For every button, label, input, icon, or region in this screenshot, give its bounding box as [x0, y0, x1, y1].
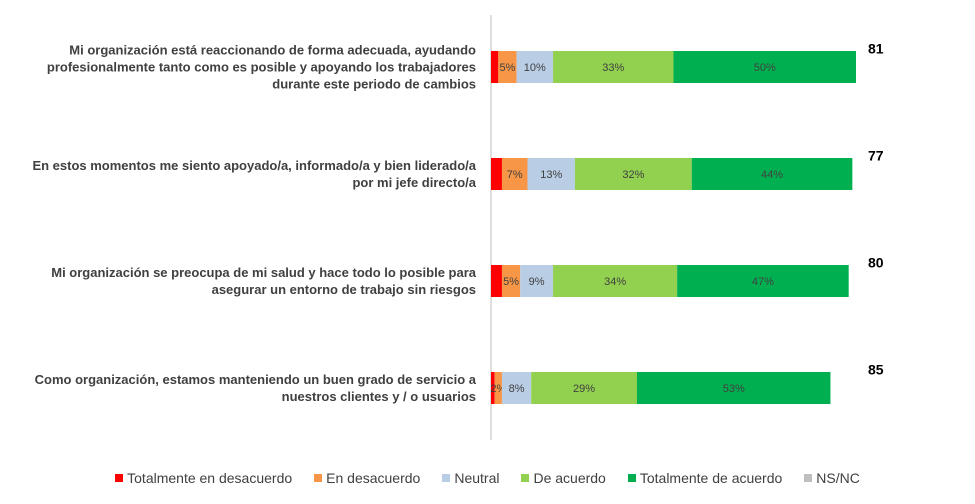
data-label: 50%: [754, 62, 776, 74]
data-label: 5%: [499, 62, 515, 74]
category-label: Como organización, estamos manteniendo u…: [34, 372, 476, 404]
data-label: 9%: [529, 276, 545, 288]
bar-segment: [491, 158, 502, 190]
bar-segment: [553, 265, 678, 297]
legend: Totalmente en desacuerdo En desacuerdo Neu…: [0, 470, 975, 486]
legend-label: Neutral: [454, 470, 500, 486]
data-label: 5%: [503, 276, 519, 288]
total-label: 77: [868, 148, 884, 164]
legend-swatch: [115, 474, 124, 482]
category-label: Mi organización se preocupa de mi salud …: [51, 265, 476, 297]
bar-segment: [491, 51, 499, 83]
legend-item: Neutral: [442, 470, 499, 486]
bar-segment: [673, 51, 856, 83]
bar-segment: [501, 265, 521, 297]
bar-segment: [516, 51, 554, 83]
legend-item: NS/NC: [804, 470, 860, 486]
bar-segment: [553, 51, 674, 83]
legend-swatch: [442, 474, 451, 482]
data-label: 8%: [509, 383, 525, 395]
data-label: 7%: [507, 169, 523, 181]
bar-segment: [501, 158, 528, 190]
bar-segment: [691, 158, 853, 190]
legend-item: En desacuerdo: [314, 470, 420, 486]
legend-label: NS/NC: [816, 470, 860, 486]
bar-segment: [491, 372, 495, 404]
data-label: 33%: [602, 62, 624, 74]
data-label: 53%: [723, 383, 745, 395]
total-label: 80: [868, 255, 884, 271]
legend-item: Totalmente de acuerdo: [627, 470, 783, 486]
bar-segment: [498, 51, 517, 83]
total-label: 81: [868, 41, 884, 57]
category-label: Mi organización está reaccionando de for…: [46, 42, 476, 92]
bar-segment: [574, 158, 692, 190]
data-label: 47%: [752, 276, 774, 288]
bar-segment: [520, 265, 554, 297]
data-label: 13%: [540, 169, 562, 181]
bar-segment: [531, 372, 637, 404]
legend-swatch: [627, 474, 636, 482]
bar-segment: [677, 265, 849, 297]
legend-item: Totalmente en desacuerdo: [115, 470, 292, 486]
bar-segment: [637, 372, 831, 404]
data-label: 44%: [761, 169, 783, 181]
data-label: 29%: [573, 383, 595, 395]
legend-item: De acuerdo: [521, 470, 606, 486]
bar-segment: [527, 158, 575, 190]
legend-label: En desacuerdo: [326, 470, 421, 486]
total-label: 85: [868, 362, 884, 378]
data-label: 10%: [524, 62, 546, 74]
bar-segment: [494, 372, 502, 404]
legend-swatch: [804, 474, 813, 482]
legend-label: Totalmente de acuerdo: [639, 470, 783, 486]
category-label: En estos momentos me siento apoyado/a, i…: [32, 158, 476, 190]
data-label: 32%: [622, 169, 644, 181]
data-label: 34%: [604, 276, 626, 288]
legend-label: Totalmente en desacuerdo: [127, 470, 293, 486]
bar-segment: [501, 372, 532, 404]
legend-swatch: [314, 474, 323, 482]
legend-swatch: [521, 474, 530, 482]
legend-label: De acuerdo: [533, 470, 606, 486]
bar-segment: [491, 265, 502, 297]
